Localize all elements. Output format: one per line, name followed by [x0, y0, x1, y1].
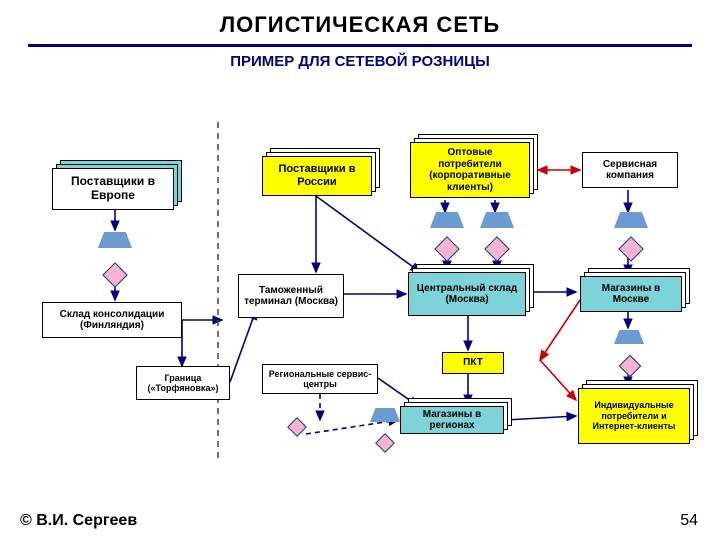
node-csk-label: Центральный склад (Москва) [408, 272, 526, 316]
node-opt-label: Оптовые потребители (корпоративные клиен… [410, 142, 530, 198]
node-ru-label: Поставщики в России [262, 156, 372, 196]
node-ru: Поставщики в России [262, 156, 372, 196]
arrow-22 [506, 416, 576, 420]
node-ind-label: Индивидуальные потребители и Интернет-кл… [578, 388, 690, 444]
node-fin: Склад консолидации (Финляндия) [42, 302, 182, 338]
node-eu: Поставщики в Европе [52, 168, 174, 210]
node-reg: Региональные сервис-центры [262, 364, 378, 394]
node-csk: Центральный склад (Москва) [408, 272, 526, 316]
node-tam: Таможенный терминал (Москва) [238, 274, 344, 318]
node-opt: Оптовые потребители (корпоративные клиен… [410, 142, 530, 198]
node-eu-label: Поставщики в Европе [52, 168, 174, 210]
footer-author: © В.И. Сергеев [20, 512, 137, 530]
arrow-25 [540, 300, 580, 360]
node-bor: Граница («Торфяновка») [136, 366, 230, 400]
page-number: 54 [680, 512, 698, 530]
node-msk: Магазины в Москве [580, 276, 682, 312]
arrow-24 [540, 360, 576, 400]
node-mreg-label: Магазины в регионах [400, 406, 504, 434]
node-serv: Сервисная компания [582, 152, 678, 188]
node-ind: Индивидуальные потребители и Интернет-кл… [578, 388, 690, 444]
arrow-21 [306, 420, 398, 434]
node-mreg: Магазины в регионах [400, 406, 504, 434]
arrow-4 [230, 310, 256, 382]
arrow-7 [316, 196, 420, 272]
node-pkt: ПКТ [442, 352, 504, 374]
node-msk-label: Магазины в Москве [580, 276, 682, 312]
